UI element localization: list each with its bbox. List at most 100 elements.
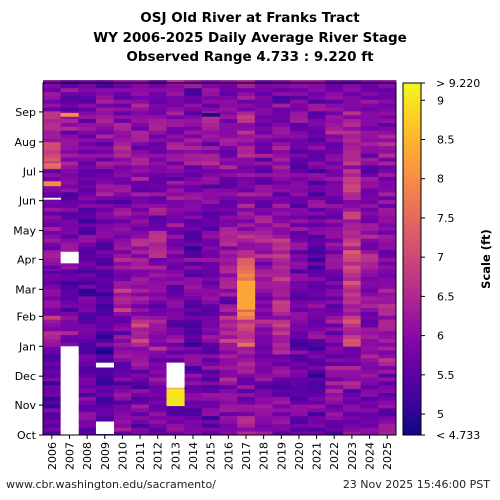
heatmap-cell <box>166 91 185 96</box>
heatmap-cell <box>272 330 291 336</box>
heatmap-cell <box>60 288 79 293</box>
heatmap-cell <box>254 419 273 424</box>
heatmap-cell <box>78 369 97 374</box>
heatmap-cell <box>237 207 256 212</box>
heatmap-cell <box>166 191 185 197</box>
heatmap-cell <box>184 118 203 123</box>
heatmap-cell <box>272 114 291 120</box>
heatmap-cell <box>113 95 132 100</box>
heatmap-cell <box>219 172 238 177</box>
missing-data-cell <box>60 251 79 264</box>
heatmap-cell <box>325 184 344 189</box>
heatmap-cell <box>307 80 326 85</box>
heatmap-cell <box>201 323 220 328</box>
heatmap-cell <box>290 265 309 270</box>
heatmap-cell <box>343 388 362 393</box>
heatmap-cell <box>184 361 203 366</box>
heatmap-cell <box>360 423 379 428</box>
heatmap-cell <box>113 388 132 393</box>
heatmap-cell <box>237 195 256 201</box>
heatmap-cell <box>254 369 273 374</box>
heatmap-cell <box>378 288 397 293</box>
heatmap-cell <box>254 338 273 343</box>
heatmap-cell <box>131 257 150 262</box>
heatmap-cell <box>360 245 379 251</box>
heatmap-cell <box>78 218 97 224</box>
heatmap-cell <box>343 91 362 96</box>
heatmap-cell <box>131 315 150 320</box>
heatmap-cell <box>254 284 273 289</box>
heatmap-cell <box>148 118 167 123</box>
heatmap-cell <box>95 203 114 208</box>
heatmap-cell <box>219 361 238 366</box>
heatmap-cell <box>201 365 220 370</box>
heatmap-cell <box>78 118 97 123</box>
heatmap-cell <box>272 145 291 150</box>
heatmap-cell <box>343 145 362 150</box>
heatmap-cell <box>60 126 79 131</box>
heatmap-highlight <box>60 112 79 117</box>
heatmap-cell <box>378 334 397 339</box>
heatmap-cell <box>272 269 291 274</box>
heatmap-cell <box>43 361 62 366</box>
heatmap-cell <box>378 284 397 289</box>
heatmap-cell <box>360 134 379 139</box>
heatmap-cell <box>148 149 167 154</box>
heatmap-cell <box>201 280 220 285</box>
heatmap-cell <box>43 411 62 417</box>
heatmap-cell <box>166 180 185 185</box>
heatmap-cell <box>325 234 344 239</box>
heatmap-cell <box>343 408 362 413</box>
heatmap-cell <box>307 114 326 120</box>
heatmap-cell <box>60 199 79 204</box>
heatmap-cell <box>343 330 362 336</box>
heatmap-cell <box>272 408 291 413</box>
heatmap-cell <box>43 249 62 255</box>
heatmap-cell <box>360 114 379 120</box>
heatmap-cell <box>184 346 203 351</box>
heatmap-cell <box>78 311 97 316</box>
heatmap-cell <box>343 180 362 185</box>
heatmap-cell <box>237 411 256 417</box>
heatmap-cell <box>343 161 362 166</box>
heatmap-cell <box>78 107 97 112</box>
heatmap-cell <box>43 415 62 420</box>
heatmap-cell <box>254 361 273 366</box>
heatmap-cell <box>325 276 344 282</box>
heatmap-cell <box>43 396 62 401</box>
heatmap-cell <box>307 319 326 324</box>
heatmap-column-2018 <box>254 80 273 436</box>
missing-data-cell <box>95 362 114 368</box>
heatmap-cell <box>43 330 62 336</box>
heatmap-cell <box>166 303 185 309</box>
heatmap-cell <box>131 384 150 390</box>
heatmap-cell <box>272 110 291 116</box>
heatmap-cell <box>325 388 344 393</box>
heatmap-cell <box>325 130 344 135</box>
heatmap-cell <box>237 230 256 235</box>
heatmap-cell <box>113 215 132 220</box>
heatmap-cell <box>325 195 344 201</box>
heatmap-cell <box>254 180 273 185</box>
heatmap-cell <box>343 245 362 251</box>
y-tick-label-sep: Sep <box>15 106 36 119</box>
heatmap-cell <box>343 215 362 220</box>
heatmap-cell <box>307 369 326 374</box>
heatmap-cell <box>325 134 344 139</box>
heatmap-cell <box>201 87 220 93</box>
heatmap-cell <box>254 91 273 96</box>
heatmap-cell <box>113 87 132 93</box>
heatmap-cell <box>60 145 79 150</box>
heatmap-cell <box>184 145 203 150</box>
heatmap-cell <box>113 91 132 96</box>
heatmap-cell <box>325 269 344 274</box>
heatmap-cell <box>60 230 79 235</box>
heatmap-cell <box>360 184 379 189</box>
heatmap-cell <box>378 319 397 324</box>
heatmap-cell <box>254 350 273 355</box>
heatmap-cell <box>378 122 397 127</box>
heatmap-cell <box>166 296 185 301</box>
heatmap-cell <box>43 288 62 293</box>
heatmap-cell <box>43 388 62 393</box>
heatmap-cell <box>254 137 273 143</box>
